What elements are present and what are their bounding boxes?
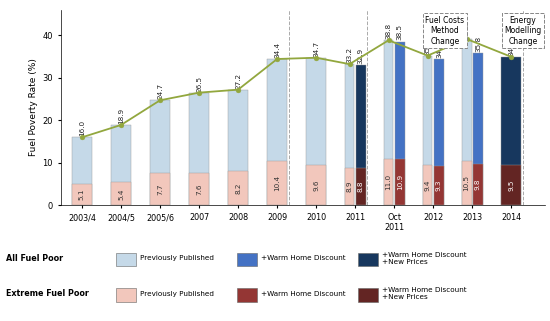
- Text: 8.8: 8.8: [358, 181, 364, 193]
- Text: 5.4: 5.4: [118, 188, 124, 200]
- Text: 35.8: 35.8: [475, 36, 481, 52]
- Text: Energy
Modelling
Change: Energy Modelling Change: [504, 16, 542, 46]
- Bar: [150, 100, 170, 205]
- Bar: [306, 58, 326, 205]
- Text: 10.9: 10.9: [397, 174, 403, 190]
- Bar: [473, 53, 483, 205]
- Bar: [267, 59, 287, 205]
- Text: 9.5: 9.5: [508, 179, 514, 191]
- Text: Energy
Modelling
Change: Energy Modelling Change: [504, 16, 542, 46]
- Bar: [501, 57, 521, 205]
- Text: All Fuel Poor: All Fuel Poor: [6, 254, 63, 263]
- Text: 34.9: 34.9: [508, 40, 514, 56]
- Text: 16.0: 16.0: [79, 120, 85, 136]
- Text: 5.1: 5.1: [79, 189, 85, 200]
- Text: 24.7: 24.7: [157, 83, 163, 99]
- Text: 10.5: 10.5: [464, 175, 470, 191]
- Text: 9.6: 9.6: [313, 179, 319, 191]
- Text: 9.4: 9.4: [425, 180, 431, 191]
- Text: 33.2: 33.2: [346, 47, 353, 63]
- Bar: [111, 125, 131, 205]
- Y-axis label: Fuel Poverty Rate (%): Fuel Poverty Rate (%): [29, 59, 38, 156]
- Bar: [434, 166, 444, 205]
- Bar: [384, 159, 393, 205]
- Bar: [306, 165, 326, 205]
- Text: Extreme Fuel Poor: Extreme Fuel Poor: [6, 289, 89, 298]
- Bar: [423, 165, 432, 205]
- Bar: [434, 58, 444, 205]
- Text: 18.9: 18.9: [118, 108, 124, 124]
- Text: +Warm Home Discount: +Warm Home Discount: [261, 291, 345, 297]
- Text: +Warm Home Discount: +Warm Home Discount: [261, 256, 345, 261]
- Bar: [356, 168, 366, 205]
- Text: Previously Published: Previously Published: [140, 291, 214, 297]
- Bar: [72, 184, 92, 205]
- Text: 27.2: 27.2: [235, 73, 241, 89]
- Bar: [150, 173, 170, 205]
- Text: 9.8: 9.8: [475, 179, 481, 190]
- Bar: [423, 56, 432, 205]
- Bar: [395, 41, 405, 205]
- Bar: [189, 173, 209, 205]
- Bar: [72, 137, 92, 205]
- Text: 8.2: 8.2: [235, 182, 241, 194]
- Text: 9.3: 9.3: [436, 180, 442, 191]
- Bar: [384, 40, 393, 205]
- Text: Previously Published: Previously Published: [140, 256, 214, 261]
- Text: 39.1: 39.1: [464, 22, 470, 38]
- Bar: [473, 164, 483, 205]
- Bar: [462, 161, 471, 205]
- Bar: [345, 64, 354, 205]
- Text: 34.7: 34.7: [313, 40, 319, 57]
- Text: 34.5: 34.5: [436, 41, 442, 57]
- Bar: [228, 170, 248, 205]
- Text: 8.9: 8.9: [346, 181, 353, 192]
- Text: 38.8: 38.8: [386, 23, 392, 39]
- Text: 7.7: 7.7: [157, 183, 163, 195]
- Text: 11.0: 11.0: [386, 174, 392, 190]
- Bar: [345, 168, 354, 205]
- Text: 10.4: 10.4: [274, 175, 280, 191]
- Bar: [189, 93, 209, 205]
- Text: 26.5: 26.5: [196, 75, 202, 91]
- Text: 38.5: 38.5: [397, 24, 403, 40]
- Bar: [356, 65, 366, 205]
- Bar: [267, 161, 287, 205]
- Text: 34.4: 34.4: [274, 42, 280, 58]
- Text: +Warm Home Discount
+New Prices: +Warm Home Discount +New Prices: [382, 287, 466, 300]
- Text: 32.9: 32.9: [358, 48, 364, 64]
- Text: 7.6: 7.6: [196, 184, 202, 195]
- Bar: [501, 165, 521, 205]
- Text: Fuel Costs
Method
Change: Fuel Costs Method Change: [425, 16, 465, 46]
- Bar: [228, 90, 248, 205]
- Text: 35.2: 35.2: [425, 39, 431, 55]
- Bar: [395, 159, 405, 205]
- Bar: [111, 182, 131, 205]
- Bar: [462, 39, 471, 205]
- Text: +Warm Home Discount
+New Prices: +Warm Home Discount +New Prices: [382, 252, 466, 265]
